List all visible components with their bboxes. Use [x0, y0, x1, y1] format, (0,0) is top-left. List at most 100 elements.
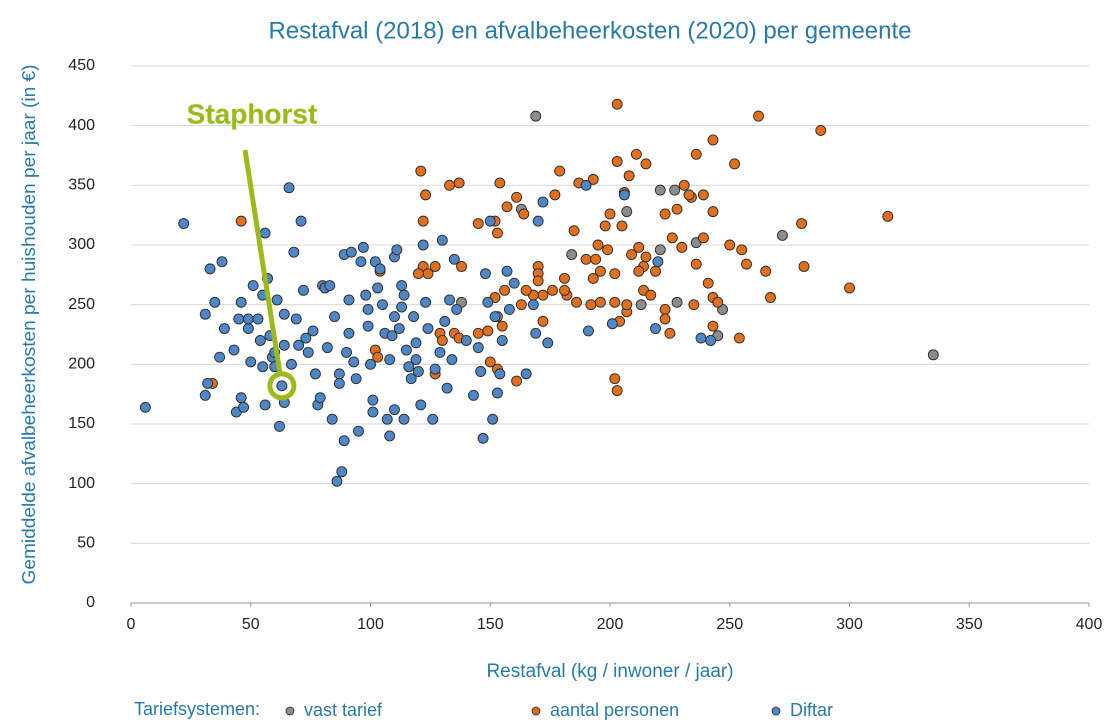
- point: [484, 215, 496, 227]
- point: [733, 332, 745, 344]
- point: [278, 308, 290, 320]
- point: [609, 296, 621, 308]
- point: [209, 296, 221, 308]
- point: [585, 299, 597, 311]
- point: [391, 244, 403, 256]
- point: [645, 289, 657, 301]
- point: [331, 475, 343, 487]
- point: [527, 299, 539, 311]
- point: [633, 265, 645, 277]
- point: [398, 413, 410, 425]
- y-tick-label: 0: [86, 594, 95, 611]
- point: [590, 253, 602, 265]
- point: [724, 239, 736, 251]
- annotation-text: Staphorst: [187, 98, 318, 129]
- point: [417, 239, 429, 251]
- point: [417, 215, 429, 227]
- point: [252, 313, 264, 325]
- point: [697, 232, 709, 244]
- point: [547, 284, 558, 296]
- point: [350, 373, 362, 385]
- point: [199, 308, 211, 320]
- point: [178, 218, 190, 229]
- point: [695, 332, 707, 344]
- point: [271, 294, 283, 306]
- x-tick-label: 0: [127, 616, 136, 633]
- point: [599, 220, 611, 232]
- x-tick-label: 350: [956, 616, 983, 633]
- point: [396, 280, 408, 292]
- point: [233, 313, 245, 325]
- point: [501, 265, 513, 277]
- point: [307, 325, 319, 337]
- point: [235, 296, 247, 308]
- point: [235, 392, 247, 404]
- point: [626, 249, 638, 260]
- point: [343, 327, 355, 339]
- point: [688, 299, 700, 311]
- point: [254, 335, 266, 346]
- point: [650, 265, 661, 277]
- point: [218, 323, 230, 334]
- point: [671, 296, 683, 308]
- point: [798, 261, 810, 272]
- point: [448, 253, 460, 265]
- point: [480, 268, 491, 280]
- x-tick-label: 200: [597, 616, 624, 633]
- point: [405, 373, 417, 385]
- point: [384, 430, 396, 442]
- point: [568, 225, 580, 237]
- point: [652, 256, 664, 268]
- point: [482, 296, 494, 308]
- point: [666, 232, 678, 244]
- legend-label: aantal personen: [550, 700, 679, 720]
- point: [602, 244, 614, 256]
- point: [621, 299, 633, 311]
- point: [559, 272, 570, 284]
- y-tick-label: 50: [77, 535, 95, 552]
- point: [283, 182, 295, 194]
- point: [353, 425, 364, 437]
- point: [683, 189, 695, 201]
- point: [621, 206, 633, 218]
- point: [477, 432, 489, 444]
- point: [650, 323, 661, 334]
- point: [360, 289, 372, 301]
- point: [389, 311, 400, 323]
- point: [707, 320, 719, 332]
- point: [381, 413, 393, 425]
- point: [400, 344, 412, 356]
- point: [654, 244, 666, 256]
- point: [582, 325, 594, 337]
- point: [355, 256, 367, 268]
- point: [611, 98, 623, 110]
- y-tick-label: 250: [68, 296, 95, 313]
- point: [202, 377, 214, 389]
- point: [554, 165, 566, 177]
- y-tick-label: 350: [68, 177, 95, 194]
- point: [559, 284, 570, 296]
- point: [537, 289, 549, 301]
- point: [501, 201, 513, 213]
- point: [532, 275, 544, 287]
- point: [549, 189, 561, 201]
- point: [446, 354, 458, 366]
- legend-title: Tariefsystemen:: [134, 699, 260, 719]
- point: [288, 246, 300, 258]
- point: [515, 299, 527, 311]
- point: [707, 206, 719, 218]
- point: [927, 349, 939, 361]
- point: [436, 234, 448, 246]
- point: [496, 335, 508, 346]
- point: [594, 265, 606, 277]
- point: [410, 354, 422, 366]
- point: [235, 215, 247, 227]
- point: [659, 303, 671, 315]
- y-tick-label: 100: [68, 475, 95, 492]
- point: [815, 124, 827, 136]
- point: [592, 239, 604, 251]
- point: [482, 325, 494, 337]
- point: [274, 420, 285, 432]
- point: [491, 387, 503, 399]
